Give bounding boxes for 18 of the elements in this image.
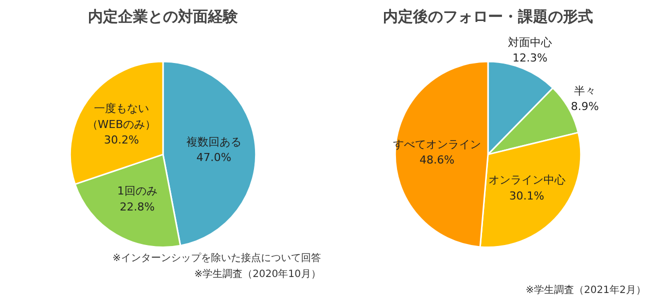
data-label: 8.9% (570, 100, 599, 114)
chart-title: 内定企業との対面経験 (88, 8, 239, 26)
text: ※学生調査（2020年10月） (194, 268, 321, 280)
text: ※学生調査（2021年2月） (526, 284, 646, 296)
text: ※インターンシップを除いた接点について回答 (112, 252, 321, 264)
data-label: 22.8% (120, 200, 155, 214)
data-label: 12.3% (512, 51, 548, 64)
slice-label: 半々 (574, 84, 596, 98)
data-label: 30.2% (104, 133, 139, 146)
slice-label: 1回のみ (117, 184, 158, 198)
slice-label: 複数回ある (186, 135, 242, 148)
data-label: 47.0% (196, 150, 232, 164)
slice-label: 一度もない（WEBのみ） (86, 102, 156, 131)
slice-label: オンライン中心 (488, 174, 566, 187)
data-label: 30.1% (509, 189, 544, 202)
chart-title: 内定後のフォロー・課題の形式 (383, 8, 593, 26)
slice-label: 対面中心 (508, 36, 552, 49)
data-label: 48.6% (420, 154, 454, 167)
